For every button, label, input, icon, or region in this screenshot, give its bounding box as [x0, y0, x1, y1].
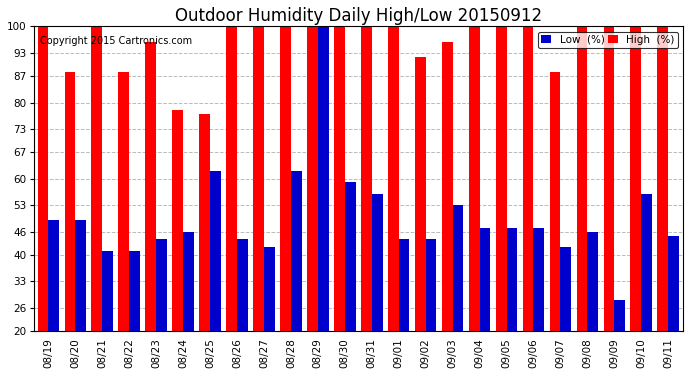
- Bar: [668, 236, 679, 330]
- Legend: Low  (%), High  (%): Low (%), High (%): [538, 32, 678, 48]
- Bar: [372, 194, 382, 330]
- Bar: [183, 232, 194, 330]
- Bar: [388, 27, 399, 330]
- Bar: [469, 27, 480, 330]
- Bar: [533, 228, 544, 330]
- Bar: [253, 27, 264, 330]
- Bar: [345, 182, 355, 330]
- Bar: [64, 72, 75, 330]
- Bar: [102, 251, 113, 330]
- Bar: [48, 220, 59, 330]
- Bar: [641, 194, 652, 330]
- Bar: [291, 171, 302, 330]
- Bar: [156, 239, 167, 330]
- Bar: [75, 220, 86, 330]
- Bar: [506, 228, 518, 330]
- Bar: [318, 27, 328, 330]
- Bar: [631, 27, 641, 330]
- Title: Outdoor Humidity Daily High/Low 20150912: Outdoor Humidity Daily High/Low 20150912: [175, 7, 542, 25]
- Bar: [480, 228, 491, 330]
- Bar: [92, 27, 102, 330]
- Bar: [577, 27, 587, 330]
- Bar: [199, 114, 210, 330]
- Bar: [495, 27, 506, 330]
- Bar: [442, 42, 453, 330]
- Bar: [334, 27, 345, 330]
- Bar: [604, 27, 614, 330]
- Bar: [361, 27, 372, 330]
- Bar: [264, 247, 275, 330]
- Bar: [146, 42, 156, 330]
- Bar: [210, 171, 221, 330]
- Bar: [415, 57, 426, 330]
- Bar: [172, 110, 183, 330]
- Bar: [119, 72, 129, 330]
- Bar: [237, 239, 248, 330]
- Bar: [426, 239, 437, 330]
- Bar: [399, 239, 409, 330]
- Bar: [614, 300, 625, 330]
- Bar: [658, 27, 668, 330]
- Bar: [37, 27, 48, 330]
- Bar: [560, 247, 571, 330]
- Bar: [587, 232, 598, 330]
- Bar: [307, 27, 318, 330]
- Bar: [523, 27, 533, 330]
- Bar: [226, 27, 237, 330]
- Bar: [550, 72, 560, 330]
- Bar: [129, 251, 140, 330]
- Bar: [280, 27, 291, 330]
- Bar: [453, 205, 464, 330]
- Text: Copyright 2015 Cartronics.com: Copyright 2015 Cartronics.com: [40, 36, 192, 46]
